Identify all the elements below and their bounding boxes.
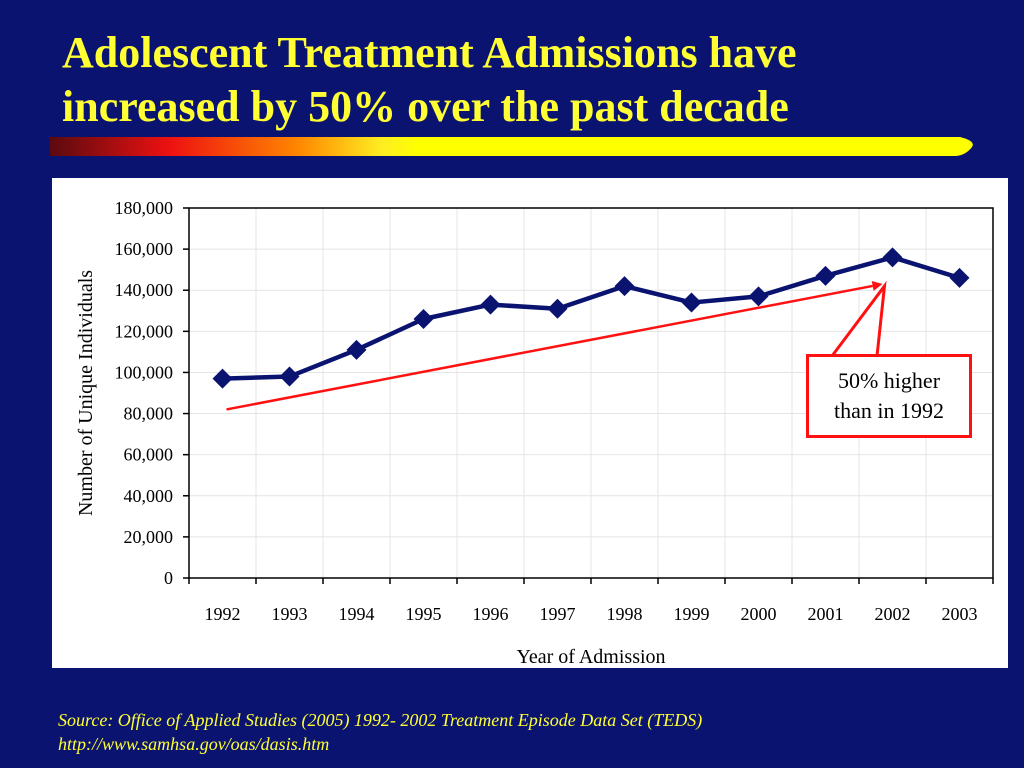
data-point-marker — [346, 339, 367, 360]
trend-line — [226, 284, 873, 411]
data-point-marker — [614, 276, 635, 297]
source-citation: Source: Office of Applied Studies (2005)… — [58, 708, 998, 756]
source-line-1: Source: Office of Applied Studies (2005)… — [58, 710, 703, 730]
x-tick-label: 1995 — [406, 604, 442, 624]
series-line — [222, 255, 961, 381]
y-tick-label: 80,000 — [124, 404, 174, 424]
data-point-marker — [882, 247, 903, 268]
y-tick-label: 100,000 — [115, 362, 174, 382]
callout-pointer — [830, 280, 887, 357]
x-tick-label: 2003 — [942, 604, 978, 624]
x-tick-label: 1993 — [272, 604, 308, 624]
title-line-2: increased by 50% over the past decade — [62, 82, 789, 131]
x-tick-label: 2002 — [875, 604, 911, 624]
data-point-marker — [681, 292, 702, 313]
y-tick-label: 180,000 — [115, 198, 174, 218]
data-point-marker — [212, 368, 233, 389]
source-url[interactable]: http://www.samhsa.gov/oas/dasis.htm — [58, 734, 330, 754]
x-tick-label: 1998 — [607, 604, 643, 624]
y-tick-label: 160,000 — [115, 239, 174, 259]
data-point-marker — [413, 309, 434, 329]
x-tick-label: 2001 — [808, 604, 844, 624]
x-tick-label: 1996 — [473, 604, 509, 624]
y-tick-label: 40,000 — [124, 486, 174, 506]
y-tick-label: 20,000 — [124, 527, 174, 547]
line-chart: 0 20,000 40,000 60,000 80,000 100,000 120,000 1… — [75, 198, 994, 668]
data-point-marker — [279, 366, 300, 387]
callout-line-2: than in 1992 — [834, 398, 944, 423]
data-point-marker — [815, 265, 836, 286]
title-underline-bar — [50, 137, 973, 156]
y-tick-label: 120,000 — [115, 321, 174, 341]
y-tick-label: 140,000 — [115, 280, 174, 300]
x-tick-label: 2000 — [741, 604, 777, 624]
x-tick-label: 1999 — [674, 604, 710, 624]
title-line-1: Adolescent Treatment Admissions have — [62, 28, 797, 77]
x-tick-label: 1997 — [540, 604, 576, 624]
x-axis-label: Year of Admission — [516, 646, 665, 668]
y-axis-label: Number of Unique Individuals — [75, 270, 97, 516]
slide-title: Adolescent Treatment Admissions have inc… — [62, 26, 1002, 134]
y-tick-label: 60,000 — [124, 445, 174, 465]
data-point-marker — [480, 294, 501, 315]
callout-line-1: 50% higher — [837, 368, 941, 393]
data-point-marker — [547, 298, 568, 319]
x-tick-label: 1994 — [339, 604, 375, 624]
y-tick-label: 0 — [164, 568, 173, 588]
trend-arrowhead — [871, 281, 883, 291]
data-point-marker — [748, 286, 769, 307]
x-tick-label: 1992 — [205, 604, 241, 624]
callout-box: 50% higher than in 1992 — [806, 354, 972, 438]
data-point-marker — [949, 267, 970, 288]
